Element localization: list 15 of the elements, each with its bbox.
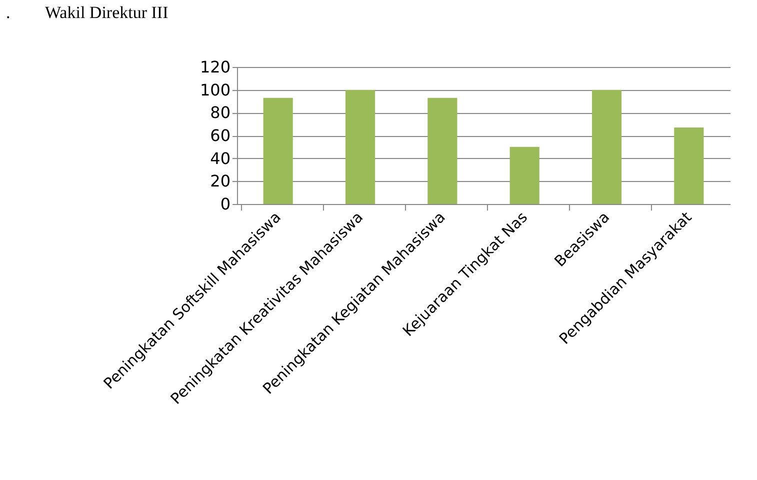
bar (345, 90, 376, 204)
bar (592, 90, 622, 204)
y-tick-label: 20 (210, 172, 230, 191)
y-tick-label: 100 (200, 80, 230, 100)
y-tick-label: 80 (210, 103, 230, 122)
bar (510, 146, 540, 204)
bar (674, 128, 704, 204)
y-tick-label: 60 (210, 126, 230, 145)
bar (428, 98, 458, 204)
text: . (6, 3, 10, 22)
y-tick-label: 40 (210, 148, 230, 168)
bar (263, 98, 293, 204)
y-tick-label: 120 (200, 58, 230, 76)
chart-title: Wakil Direktur III (45, 3, 169, 22)
y-tick-label: 0 (220, 194, 230, 214)
